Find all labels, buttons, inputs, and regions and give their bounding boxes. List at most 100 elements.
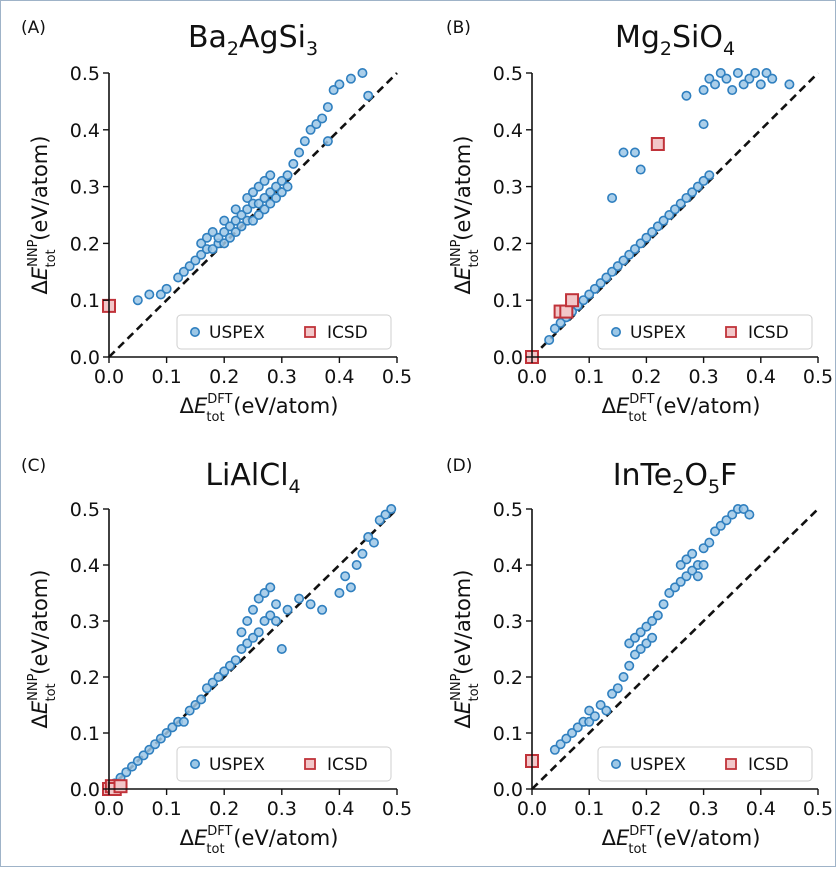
legend-box — [597, 746, 813, 782]
uspex-point — [704, 537, 715, 548]
title-subscript: 3 — [306, 38, 318, 60]
panel-letter: (D) — [446, 456, 472, 476]
legend-box — [597, 314, 813, 350]
axis-label-symbol: E — [28, 700, 52, 714]
legend-box — [176, 746, 392, 782]
y-axis-label: ΔENNP tot (eV/atom) — [26, 570, 59, 729]
axis-label-subscript: tot — [44, 683, 59, 701]
axis-label-delta: Δ — [451, 279, 475, 294]
uspex-point — [629, 244, 640, 255]
uspex-point — [641, 638, 652, 649]
uspex-point — [155, 289, 166, 300]
uspex-point — [236, 210, 247, 221]
uspex-point — [248, 187, 259, 198]
uspex-point — [710, 526, 721, 537]
legend-uspex-label: USPEX — [209, 755, 265, 775]
y-axis-label: ΔENNP tot (eV/atom) — [449, 136, 482, 295]
chart-panel-a: (A) Ba2AgSi3 0.0 0.1 0.2 0.3 0.4 0.5 0.0 0.1 0.2 0.… — [21, 18, 412, 425]
uspex-point — [282, 170, 293, 181]
chart-title: Ba2AgSi3 — [188, 20, 318, 60]
legend-icsd-marker — [725, 758, 737, 770]
y-tick-label: 0.3 — [70, 177, 100, 199]
chart-title: Mg2SiO4 — [615, 20, 735, 60]
uspex-point — [150, 739, 161, 750]
uspex-point — [664, 587, 675, 598]
axis-label-superscript: NNP — [26, 673, 41, 700]
uspex-point — [612, 261, 623, 272]
uspex-point — [224, 660, 235, 671]
uspex-point — [675, 576, 686, 587]
axis-label-delta: Δ — [28, 713, 52, 728]
axis-label-unit: (eV/atom) — [227, 394, 339, 418]
x-tick-label: 0.1 — [574, 798, 604, 820]
uspex-point — [288, 158, 299, 169]
uspex-point — [265, 198, 276, 209]
y-tick-label: 0.3 — [493, 611, 523, 633]
uspex-point — [253, 210, 264, 221]
uspex-point — [647, 227, 658, 238]
uspex-point — [248, 604, 259, 615]
uspex-point — [635, 643, 646, 654]
chart-panel-d: (D) InTe2O5F 0.0 0.1 0.2 0.3 0.4 0.5 0.0 0.1 0.2 0.… — [446, 456, 833, 857]
uspex-point — [230, 204, 241, 215]
uspex-point — [589, 283, 600, 294]
uspex-point — [271, 599, 282, 610]
uspex-point — [242, 638, 253, 649]
uspex-point — [178, 266, 189, 277]
uspex-point — [213, 671, 224, 682]
uspex-point — [692, 571, 703, 582]
uspex-point — [173, 272, 184, 283]
uspex-point — [207, 677, 218, 688]
y-tick-label: 0.5 — [493, 63, 523, 85]
uspex-point — [544, 334, 555, 345]
x-tick-label: 0.4 — [746, 798, 776, 820]
axis-label-unit: (eV/atom) — [451, 570, 475, 682]
uspex-point — [345, 582, 356, 593]
uspex-point — [248, 632, 259, 643]
title-text: F — [720, 458, 737, 493]
uspex-point — [658, 215, 669, 226]
chart-title: LiAlCl4 — [205, 458, 300, 498]
axis-label-superscript: DFT — [629, 392, 654, 407]
uspex-point — [549, 323, 560, 334]
uspex-point — [704, 73, 715, 84]
axis-label-superscript: DFT — [629, 824, 654, 839]
y-tick-label: 0.2 — [70, 667, 100, 689]
y-tick-label: 0.2 — [493, 667, 523, 689]
uspex-point — [253, 627, 264, 638]
axis-label-delta: Δ — [602, 826, 617, 850]
x-tick-label: 0.3 — [267, 366, 297, 388]
axis-label-delta: Δ — [28, 279, 52, 294]
panel-letter: (B) — [446, 18, 471, 38]
uspex-point — [669, 582, 680, 593]
uspex-point — [305, 599, 316, 610]
uspex-point — [144, 744, 155, 755]
y-tick-label: 0.1 — [493, 723, 523, 745]
title-text: Ba — [188, 20, 227, 55]
uspex-point — [629, 632, 640, 643]
uspex-point — [675, 198, 686, 209]
x-tick-label: 0.2 — [209, 366, 239, 388]
y-tick-label: 0.2 — [70, 233, 100, 255]
uspex-point — [322, 102, 333, 113]
uspex-point — [207, 244, 218, 255]
uspex-point — [589, 711, 600, 722]
uspex-point — [242, 204, 253, 215]
title-subscript: 2 — [660, 38, 672, 60]
uspex-point — [675, 559, 686, 570]
x-tick-label: 0.1 — [151, 366, 181, 388]
x-tick-label: 0.3 — [688, 366, 718, 388]
uspex-point — [340, 571, 351, 582]
uspex-point — [196, 238, 207, 249]
legend-icsd-label: ICSD — [748, 323, 789, 343]
uspex-point — [253, 593, 264, 604]
x-tick-label: 0.5 — [382, 366, 412, 388]
title-subscript: 2 — [227, 38, 239, 60]
uspex-point — [224, 221, 235, 232]
uspex-point — [681, 90, 692, 101]
legend-box — [176, 314, 392, 350]
axis-label-delta: Δ — [451, 713, 475, 728]
uspex-point — [299, 136, 310, 147]
axis-label-superscript: NNP — [449, 239, 464, 266]
uspex-point — [704, 170, 715, 181]
